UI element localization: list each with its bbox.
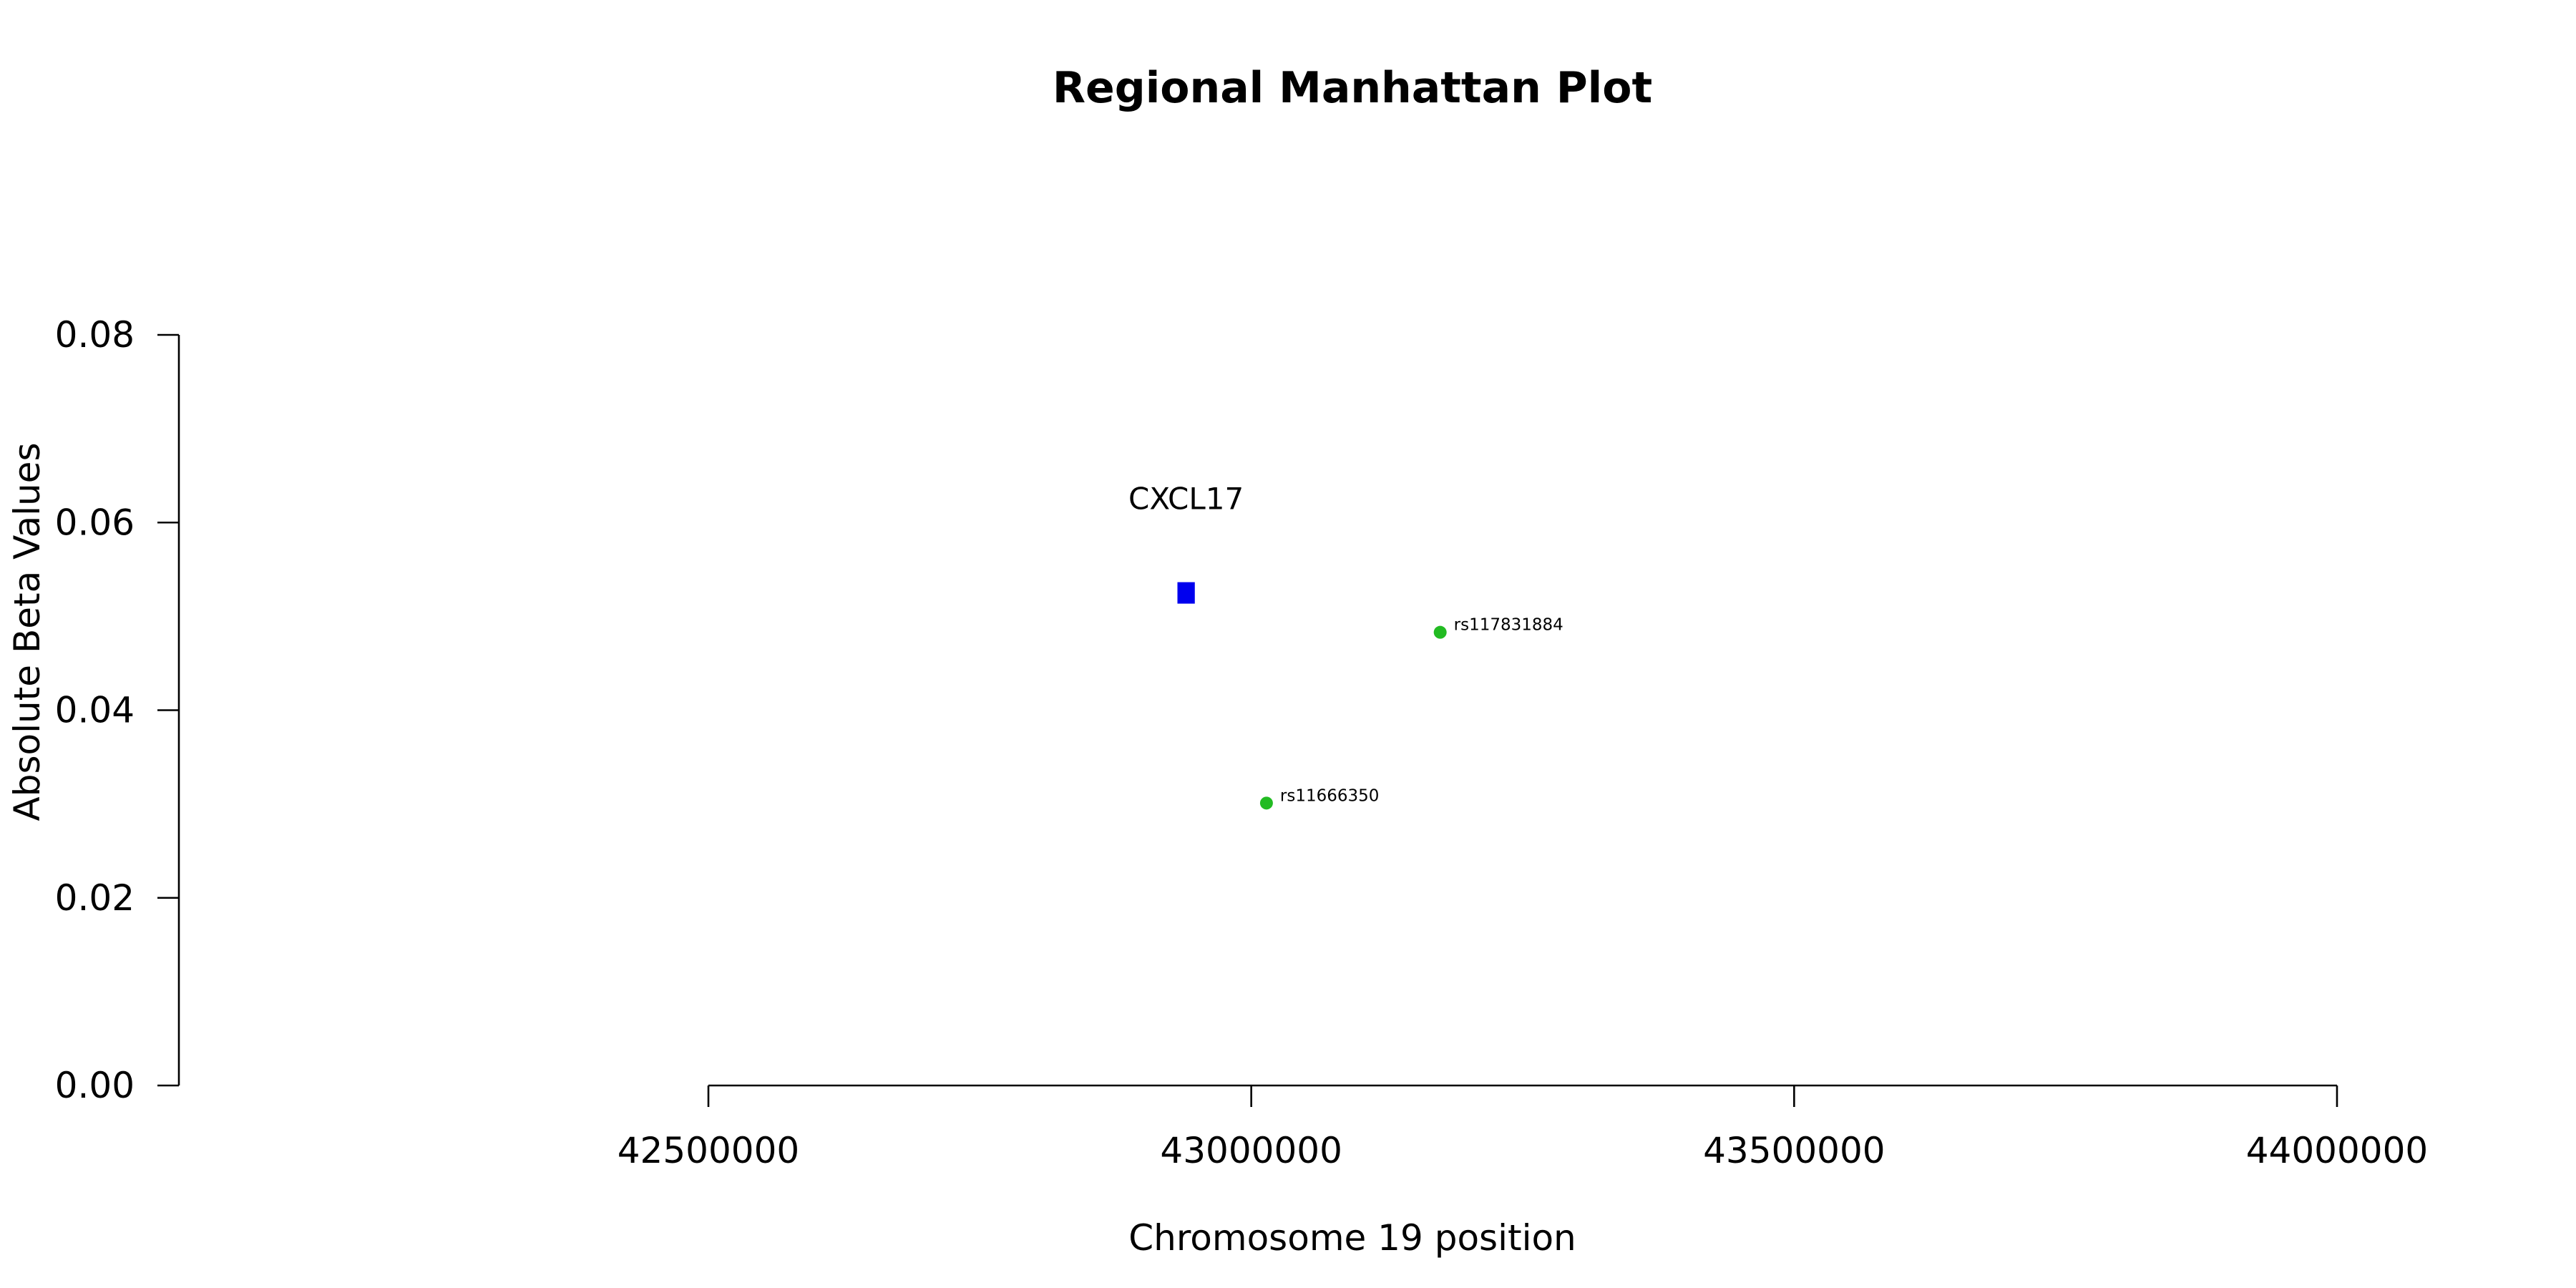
x-tick-label: 42500000 bbox=[618, 1130, 800, 1171]
x-axis-label: Chromosome 19 position bbox=[1128, 1217, 1576, 1259]
snp-label: rs117831884 bbox=[1454, 616, 1563, 635]
y-tick-label: 0.08 bbox=[55, 314, 135, 356]
gene-label: CXCL17 bbox=[1128, 482, 1244, 517]
y-tick-label: 0.04 bbox=[55, 690, 135, 731]
snp-point-rs11666350 bbox=[1259, 796, 1273, 810]
snp-label: rs11666350 bbox=[1280, 786, 1380, 805]
y-tick-label: 0.02 bbox=[55, 877, 135, 919]
y-tick-label: 0.00 bbox=[55, 1065, 135, 1106]
y-axis: 0.00 0.02 0.04 0.06 0.08 bbox=[55, 314, 180, 1106]
x-tick-label: 44000000 bbox=[2246, 1130, 2429, 1171]
x-tick-label: 43500000 bbox=[1703, 1130, 1885, 1171]
y-axis-label: Absolute Beta Values bbox=[6, 443, 48, 821]
y-tick-label: 0.06 bbox=[55, 502, 135, 543]
snp-point-rs117831884 bbox=[1433, 625, 1447, 639]
chart-title: Regional Manhattan Plot bbox=[1053, 63, 1652, 113]
x-axis: 42500000 43000000 43500000 44000000 bbox=[618, 1084, 2429, 1171]
gene-marker-cxcl17 bbox=[1177, 582, 1195, 604]
gene-markers: CXCL17 bbox=[1128, 482, 1244, 604]
snp-markers: rs117831884 rs11666350 bbox=[1259, 616, 1563, 810]
x-tick-label: 43000000 bbox=[1160, 1130, 1342, 1171]
